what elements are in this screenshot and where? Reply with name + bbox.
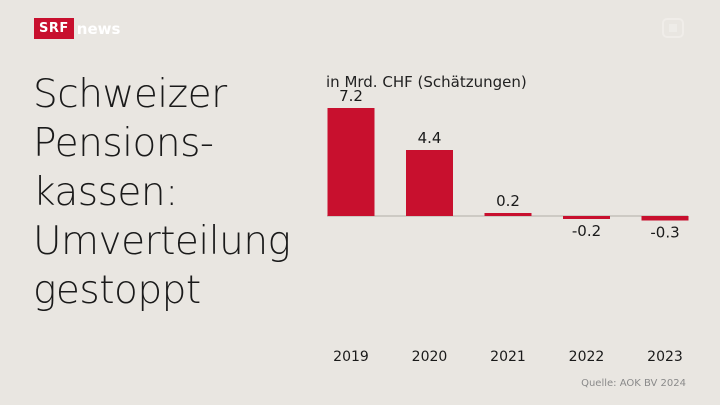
x-tick-2022: 2022 bbox=[569, 349, 605, 365]
headline-line: kassen: bbox=[33, 170, 178, 215]
srf-news-logo: SRF news bbox=[34, 18, 120, 39]
bar-2020 bbox=[406, 150, 453, 216]
x-tick-2020: 2020 bbox=[412, 349, 448, 365]
data-label-2023: -0.3 bbox=[650, 224, 679, 242]
logo-news: news bbox=[76, 19, 121, 38]
logo-srf: SRF bbox=[34, 18, 74, 39]
x-tick-2019: 2019 bbox=[333, 349, 369, 365]
bar-2023 bbox=[641, 216, 689, 221]
headline-line: gestoppt bbox=[33, 268, 201, 313]
watermark-icon bbox=[662, 18, 684, 38]
bar-2019 bbox=[327, 108, 375, 216]
data-label-2019: 7.2 bbox=[339, 87, 363, 105]
chart-unit-label: in Mrd. CHF (Schätzungen) bbox=[326, 73, 527, 91]
source-note: Quelle: AOK BV 2024 bbox=[581, 378, 686, 389]
x-tick-2023: 2023 bbox=[647, 349, 683, 365]
headline-line: Umverteilung bbox=[33, 219, 291, 264]
bar-2022 bbox=[563, 216, 610, 219]
data-label-2021: 0.2 bbox=[496, 192, 520, 210]
data-label-2022: -0.2 bbox=[572, 222, 601, 240]
headline-line: Schweizer bbox=[33, 72, 227, 117]
data-label-2020: 4.4 bbox=[418, 129, 442, 147]
x-tick-2021: 2021 bbox=[490, 349, 526, 365]
headline-line: Pensions- bbox=[33, 121, 214, 166]
bar-2021 bbox=[484, 213, 532, 216]
headline: Schweizer Pensions- kassen: Umverteilung… bbox=[33, 70, 293, 315]
